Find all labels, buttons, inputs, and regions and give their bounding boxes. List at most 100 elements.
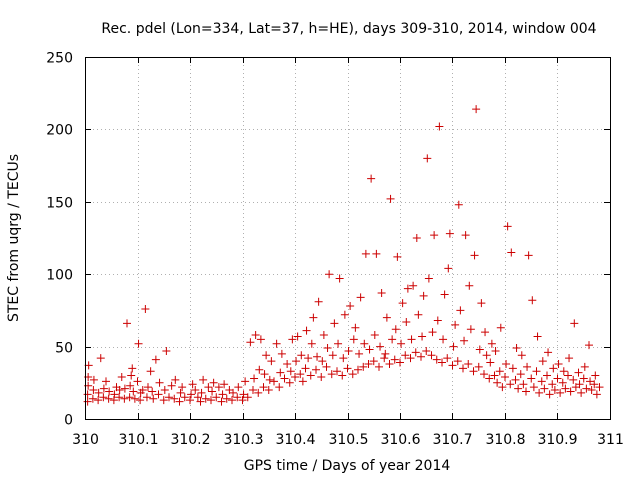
data-point bbox=[554, 359, 563, 368]
data-point bbox=[292, 357, 301, 366]
data-point bbox=[566, 387, 575, 396]
data-point bbox=[543, 371, 551, 380]
data-point bbox=[381, 349, 390, 358]
x-tick-label: 310.7 bbox=[432, 432, 472, 448]
data-point bbox=[250, 374, 259, 383]
data-point bbox=[474, 362, 483, 371]
data-point bbox=[260, 370, 269, 379]
data-point bbox=[564, 371, 572, 380]
data-point bbox=[217, 397, 226, 406]
data-point bbox=[469, 367, 478, 376]
data-point bbox=[104, 394, 113, 403]
data-point bbox=[540, 384, 549, 393]
data-point bbox=[280, 374, 289, 383]
data-point bbox=[586, 377, 595, 386]
data-point bbox=[485, 374, 494, 383]
data-point bbox=[323, 344, 332, 353]
data-point bbox=[495, 367, 504, 376]
data-point bbox=[349, 335, 358, 344]
data-point bbox=[402, 317, 411, 326]
data-point bbox=[456, 306, 465, 315]
data-point bbox=[516, 370, 525, 379]
data-point bbox=[570, 319, 579, 328]
points-layer bbox=[83, 105, 604, 406]
data-point bbox=[306, 371, 315, 380]
data-point bbox=[126, 381, 135, 390]
data-point bbox=[364, 359, 373, 368]
data-point bbox=[301, 364, 310, 373]
data-point bbox=[297, 351, 306, 360]
data-point bbox=[382, 313, 391, 322]
data-point bbox=[477, 299, 486, 308]
data-point bbox=[449, 342, 458, 351]
data-point bbox=[493, 378, 502, 387]
data-point bbox=[283, 359, 292, 368]
data-point bbox=[453, 357, 462, 366]
data-point bbox=[354, 365, 362, 374]
data-point bbox=[233, 393, 242, 402]
data-point bbox=[314, 297, 323, 306]
data-point bbox=[178, 383, 187, 392]
data-point bbox=[517, 351, 526, 360]
data-point bbox=[386, 194, 395, 203]
data-point bbox=[204, 383, 213, 392]
data-point bbox=[272, 339, 281, 348]
data-point bbox=[524, 251, 533, 260]
data-point bbox=[454, 200, 463, 209]
data-point bbox=[565, 354, 574, 363]
data-point bbox=[171, 375, 180, 384]
data-point bbox=[430, 231, 439, 240]
data-point bbox=[561, 384, 570, 393]
data-point bbox=[144, 383, 152, 392]
data-point bbox=[370, 331, 379, 340]
data-point bbox=[502, 359, 511, 368]
data-point bbox=[582, 384, 591, 393]
data-point bbox=[148, 387, 157, 396]
data-point bbox=[459, 364, 467, 373]
data-point bbox=[199, 375, 208, 384]
x-tick-label: 310 bbox=[72, 432, 99, 448]
data-point bbox=[307, 339, 316, 348]
data-point bbox=[125, 393, 134, 402]
data-point bbox=[255, 365, 264, 374]
data-point bbox=[229, 388, 238, 397]
data-point bbox=[193, 393, 202, 402]
data-point bbox=[369, 357, 378, 366]
data-point bbox=[302, 326, 311, 335]
data-point bbox=[398, 299, 407, 308]
data-point bbox=[298, 377, 307, 386]
data-point bbox=[322, 362, 331, 371]
x-tick-label: 310.4 bbox=[275, 432, 315, 448]
data-point bbox=[591, 371, 600, 380]
data-point bbox=[105, 387, 114, 396]
data-point bbox=[523, 362, 532, 371]
data-point bbox=[587, 386, 596, 395]
data-point bbox=[422, 346, 431, 355]
data-point bbox=[276, 368, 285, 377]
data-point bbox=[401, 351, 410, 360]
data-point bbox=[559, 367, 568, 376]
data-point bbox=[218, 390, 227, 399]
data-point bbox=[99, 393, 108, 402]
data-point bbox=[595, 383, 604, 392]
data-point bbox=[482, 351, 491, 360]
data-point bbox=[270, 377, 278, 386]
data-point bbox=[472, 105, 481, 114]
data-point bbox=[208, 387, 217, 396]
data-point bbox=[88, 394, 97, 403]
data-point bbox=[519, 380, 528, 389]
data-point bbox=[579, 374, 588, 383]
data-point bbox=[154, 390, 163, 399]
data-point bbox=[197, 388, 206, 397]
x-tick-label: 310.1 bbox=[118, 432, 158, 448]
data-point bbox=[377, 289, 386, 298]
data-point bbox=[544, 348, 553, 357]
data-point bbox=[385, 359, 394, 368]
data-point bbox=[507, 248, 516, 257]
y-tick-label: 0 bbox=[64, 413, 73, 429]
data-point bbox=[286, 367, 295, 376]
data-point bbox=[409, 281, 418, 290]
y-axis-label: STEC from uqrg / TECUs bbox=[6, 154, 22, 322]
data-point bbox=[117, 373, 126, 382]
